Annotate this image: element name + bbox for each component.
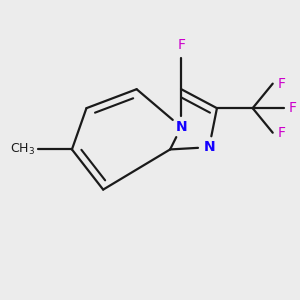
Text: F: F xyxy=(277,126,285,140)
Text: N: N xyxy=(203,140,215,154)
Text: CH$_3$: CH$_3$ xyxy=(10,142,35,157)
Text: F: F xyxy=(277,76,285,91)
Text: F: F xyxy=(177,38,185,52)
Text: N: N xyxy=(176,120,187,134)
Text: F: F xyxy=(288,101,296,115)
